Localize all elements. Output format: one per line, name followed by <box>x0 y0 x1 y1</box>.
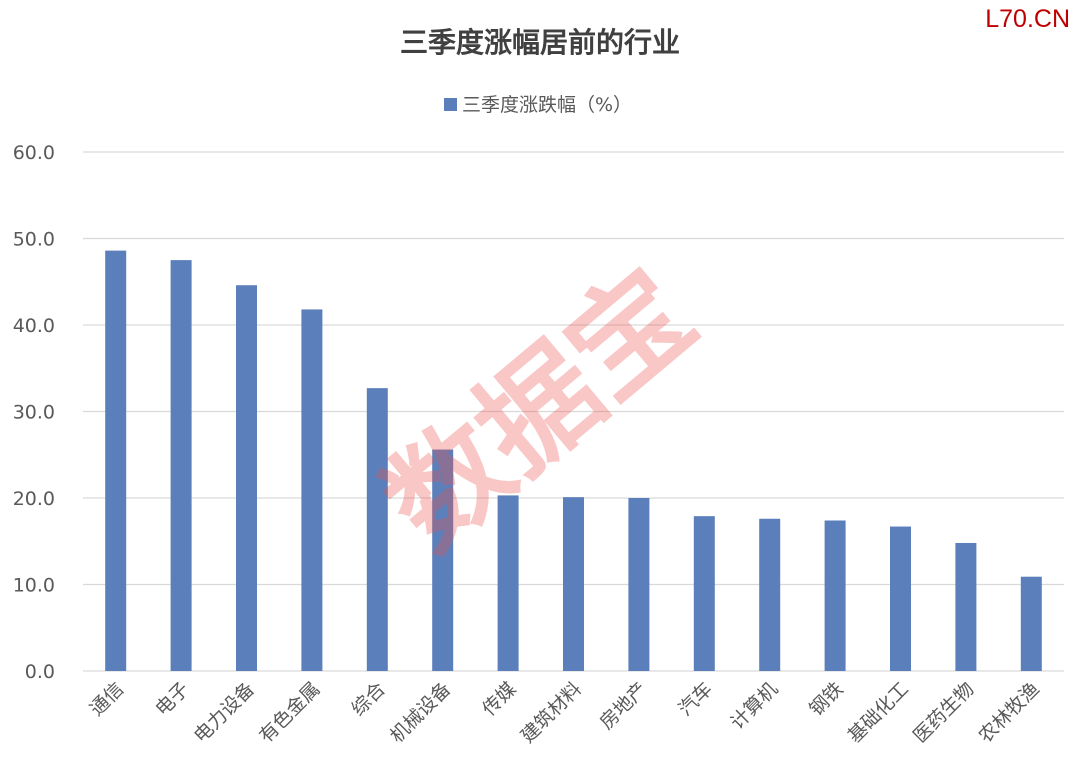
x-tick-label: 有色金属 <box>255 678 324 747</box>
bar <box>105 250 127 672</box>
x-tick-label: 计算机 <box>726 678 782 734</box>
bar <box>1020 576 1042 671</box>
bar <box>693 516 715 671</box>
bar <box>824 520 846 671</box>
bars <box>105 250 1042 672</box>
x-tick-label: 通信 <box>86 678 128 720</box>
bar <box>955 542 977 671</box>
bar <box>890 526 911 671</box>
y-axis: 0.0 10.0 20.0 30.0 40.0 50.0 60.0 <box>13 142 55 683</box>
x-tick-label: 基础化工 <box>844 678 913 747</box>
brand-mark: L70.CN <box>985 5 1070 33</box>
x-tick-label: 医药生物 <box>909 678 978 747</box>
y-tick-label: 0.0 <box>25 661 55 683</box>
bar <box>432 449 454 671</box>
y-tick-label: 60.0 <box>13 142 55 164</box>
bar <box>497 495 519 671</box>
bar <box>759 518 781 671</box>
x-tick-label: 房地产 <box>596 678 652 734</box>
x-tick-label: 综合 <box>347 678 389 720</box>
watermark: 数据宝 <box>359 243 719 576</box>
x-tick-label: 汽车 <box>674 678 716 720</box>
bar <box>301 309 323 671</box>
bar <box>170 260 192 671</box>
x-tick-label: 钢铁 <box>805 678 847 720</box>
y-tick-label: 20.0 <box>13 488 55 510</box>
legend-swatch <box>444 98 457 111</box>
y-tick-label: 30.0 <box>13 402 55 424</box>
bar <box>366 388 388 671</box>
y-tick-label: 50.0 <box>13 229 55 251</box>
x-tick-label: 农林牧渔 <box>975 678 1044 747</box>
x-tick-label: 电子 <box>151 678 193 720</box>
x-tick-label: 电力设备 <box>190 678 259 747</box>
bar <box>236 285 257 671</box>
x-tick-label: 机械设备 <box>386 678 455 747</box>
x-tick-label: 传媒 <box>478 678 520 720</box>
legend: 三季度涨跌幅（%） <box>444 94 632 116</box>
legend-label: 三季度涨跌幅（%） <box>462 94 632 116</box>
chart-title: 三季度涨幅居前的行业 <box>400 26 680 59</box>
y-tick-label: 40.0 <box>13 315 55 337</box>
y-tick-label: 10.0 <box>13 575 55 597</box>
bar <box>628 498 650 671</box>
bar <box>563 497 584 671</box>
x-tick-label: 建筑材料 <box>517 678 586 747</box>
